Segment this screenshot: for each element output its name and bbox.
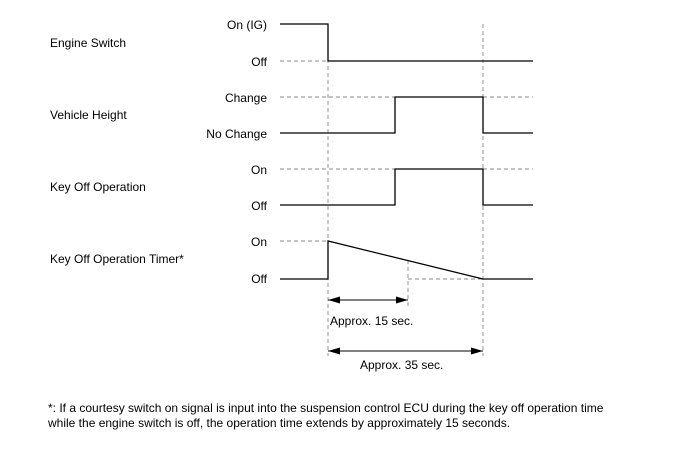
key-off-operation-waveform bbox=[280, 168, 533, 206]
long-duration-dimension bbox=[328, 347, 483, 355]
vehicle-height-waveform bbox=[280, 96, 533, 134]
signal-name-engine-switch: Engine Switch bbox=[50, 36, 126, 50]
vehicle-height-high-label: Change bbox=[225, 91, 267, 105]
signal-name-key-off-timer: Key Off Operation Timer* bbox=[50, 252, 184, 266]
footnote: *: If a courtesy switch on signal is inp… bbox=[48, 401, 688, 431]
signal-name-vehicle-height: Vehicle Height bbox=[50, 108, 127, 122]
engine-switch-high-label: On (IG) bbox=[227, 18, 267, 32]
long-duration-right-arrowhead bbox=[471, 347, 483, 355]
reference-lines bbox=[280, 24, 533, 356]
long-duration-left-arrowhead bbox=[328, 347, 340, 355]
short-duration-label: Approx. 15 sec. bbox=[330, 314, 413, 328]
key-off-operation-high-label: On bbox=[251, 163, 267, 177]
key-off-timer-waveform bbox=[280, 240, 533, 280]
footnote-line-1: *: If a courtesy switch on signal is inp… bbox=[48, 401, 604, 415]
engine-switch-low-label: Off bbox=[251, 55, 267, 69]
signal-name-key-off-operation: Key Off Operation bbox=[50, 180, 146, 194]
key-off-timer-low-label: Off bbox=[251, 272, 267, 286]
short-duration-right-arrowhead bbox=[396, 296, 408, 304]
timing-diagram: Engine Switch Vehicle Height Key Off Ope… bbox=[50, 18, 533, 372]
vehicle-height-low-label: No Change bbox=[206, 127, 267, 141]
engine-switch-waveform bbox=[280, 23, 533, 62]
short-duration-dimension bbox=[328, 296, 408, 304]
long-duration-label: Approx. 35 sec. bbox=[360, 358, 443, 372]
key-off-operation-low-label: Off bbox=[251, 199, 267, 213]
key-off-timer-high-label: On bbox=[251, 235, 267, 249]
footnote-line-2: while the engine switch is off, the oper… bbox=[48, 416, 511, 430]
short-duration-left-arrowhead bbox=[328, 296, 340, 304]
